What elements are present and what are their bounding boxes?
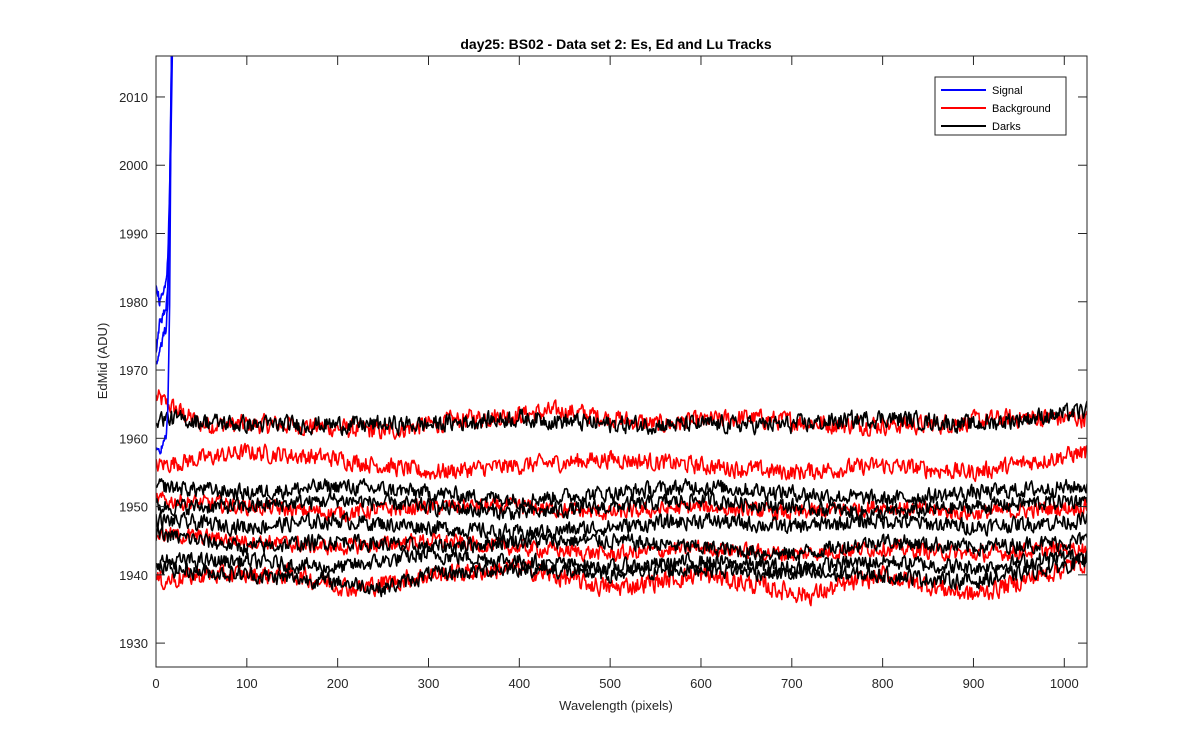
- series-line-darks-11: [156, 490, 1087, 522]
- x-tick-label: 600: [690, 676, 712, 691]
- legend-label-darks: Darks: [992, 121, 1021, 133]
- series-line-darks-9: [156, 400, 1087, 437]
- legend: Signal Background Darks: [934, 76, 1067, 136]
- y-tick-label: 1940: [119, 568, 148, 583]
- y-tick-label: 1930: [119, 636, 148, 651]
- ticks-layer: 0 100 200 300 400 500 600 700 800 900 1000 1930 1940…: [119, 56, 1087, 691]
- y-tick-label: 1950: [119, 500, 148, 515]
- series-layer: [156, 56, 1087, 607]
- x-tick-label: 400: [508, 676, 530, 691]
- x-tick-label: 300: [418, 676, 440, 691]
- x-tick-label: 1000: [1050, 676, 1079, 691]
- legend-label-signal: Signal: [992, 85, 1023, 97]
- axes-box: [155, 55, 1088, 668]
- x-tick-label: 500: [599, 676, 621, 691]
- y-tick-label: 1960: [119, 431, 148, 446]
- x-tick-label: 100: [236, 676, 258, 691]
- x-tick-label: 0: [152, 676, 159, 691]
- series-line-darks-12: [156, 511, 1087, 542]
- y-tick-label: 2010: [119, 90, 148, 105]
- y-tick-label: 1970: [119, 363, 148, 378]
- legend-label-background: Background: [992, 103, 1051, 115]
- series-line-darks-13: [156, 525, 1087, 562]
- chart-title: day25: BS02 - Data set 2: Es, Ed and Lu …: [460, 36, 771, 52]
- x-axis-label: Wavelength (pixels): [559, 698, 673, 713]
- y-axis-label: EdMid (ADU): [95, 323, 110, 400]
- x-tick-label: 800: [872, 676, 894, 691]
- series-line-signal-2: [156, 56, 173, 365]
- series-line-darks-15: [156, 552, 1087, 598]
- series-line-signal-3: [156, 56, 173, 455]
- y-tick-label: 1980: [119, 295, 148, 310]
- series-line-darks-10: [156, 478, 1087, 510]
- x-tick-label: 200: [327, 676, 349, 691]
- y-tick-label: 1990: [119, 226, 148, 241]
- y-tick-label: 2000: [119, 158, 148, 173]
- series-line-background-6: [156, 491, 1087, 523]
- x-tick-label: 900: [963, 676, 985, 691]
- x-tick-label: 700: [781, 676, 803, 691]
- series-line-darks-14: [156, 546, 1087, 578]
- series-line-background-5: [156, 442, 1087, 483]
